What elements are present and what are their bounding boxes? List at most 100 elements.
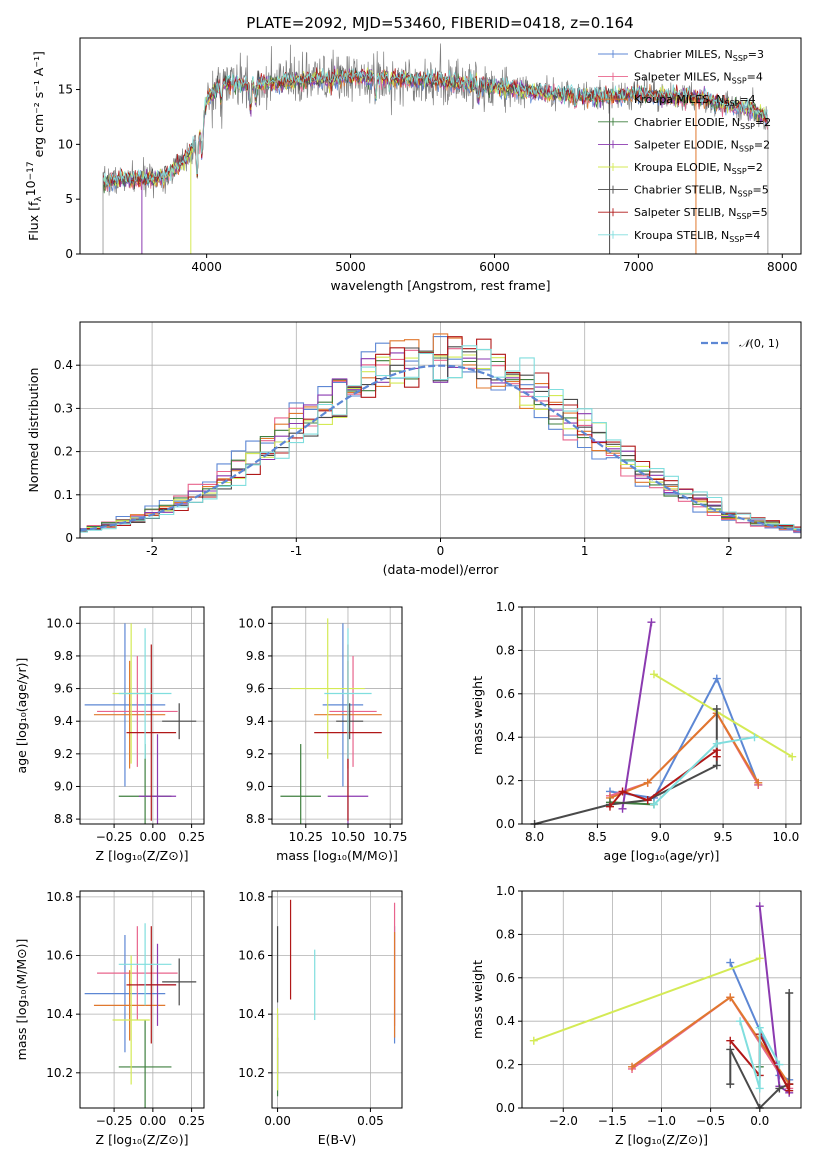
- x-tick-label: 8.5: [588, 830, 607, 844]
- axes-residuals: -2 -1 0 1 2 0 0.1 0.2 0.3 0.4: [54, 322, 801, 558]
- weight-line: [739, 1020, 781, 1089]
- spectrum-legend: Chabrier MILES, NSSP=3 Salpeter MILES, NS…: [598, 48, 771, 244]
- weight-marker: [750, 733, 759, 742]
- axes-spectrum: 4000 5000 6000 7000 8000 0 5 10 15: [58, 83, 798, 274]
- y-tick-label: 0: [65, 531, 73, 545]
- weight-line: [609, 711, 760, 799]
- x-tick-label: −1.5: [598, 1114, 627, 1128]
- x-tick-label: −0.25: [96, 830, 133, 844]
- y-tick-label: 15: [58, 83, 73, 97]
- weight-marker: [755, 902, 764, 911]
- x-tick-label: 10.0: [773, 830, 800, 844]
- y-tick-label: 10.6: [46, 949, 73, 963]
- y-tick-label: 1.0: [496, 884, 515, 898]
- x-tick-label: 4000: [191, 260, 222, 274]
- y-tick-label: 9.4: [54, 714, 73, 728]
- weight-marker: [618, 804, 627, 813]
- y-axis-label-weight-vs-Z: mass weight: [470, 960, 485, 1039]
- histogram-legend: 𝒩(0, 1): [701, 337, 779, 350]
- weight-marker: [643, 778, 652, 787]
- y-tick-label: 1.0: [496, 600, 515, 614]
- frame-mass-vs-EBV: [271, 890, 403, 1109]
- x-axis-label-weight-vs-age: age [log₁₀(age/yr)]: [604, 848, 720, 863]
- y-tick-label: 0.8: [496, 927, 515, 941]
- weight-line: [621, 622, 653, 809]
- x-tick-label: 10.25: [289, 830, 323, 844]
- x-tick-label: -2: [146, 544, 158, 558]
- weight-marker: [726, 958, 735, 967]
- axes-age-vs-mass: 10.25 10.50 10.75 8.8 9.0 9.2 9.4 9.6 9.8 10.0: [238, 607, 407, 844]
- axes-mass-vs-EBV: 0.00 0.05 10.2 10.4 10.6 10.8: [238, 890, 402, 1128]
- y-tick-label: 0.2: [496, 1058, 515, 1072]
- weight-marker: [736, 1017, 745, 1026]
- weight-marker: [726, 993, 735, 1002]
- model-spectrum: [102, 67, 768, 187]
- x-tick-label: 7000: [623, 260, 654, 274]
- x-tick-label: 0.00: [139, 830, 166, 844]
- frame-weight-vs-age: [521, 606, 802, 825]
- legend-label: Kroupa STELIB, NSSP=4: [634, 229, 760, 244]
- x-tick-label: 1: [581, 544, 589, 558]
- x-axis-label-mass-vs-Z: Z [log₁₀(Z/Z⊙)]: [96, 1132, 189, 1147]
- axes-age-vs-Z: −0.25 0.00 0.25 8.8 9.0 9.2 9.4 9.6 9.8 10.0: [46, 607, 205, 844]
- x-tick-label: 0.05: [357, 1114, 384, 1128]
- y-tick-label: 9.2: [246, 747, 265, 761]
- y-axis-label-spectrum: Flux [fλ10−17 erg cm⁻² s⁻¹ A⁻¹]: [23, 51, 46, 241]
- figure-title: PLATE=2092, MJD=53460, FIBERID=0418, z=0…: [246, 14, 633, 32]
- legend-label: 𝒩(0, 1): [739, 337, 779, 350]
- y-tick-label: 0.0: [496, 1101, 515, 1115]
- weight-marker: [755, 1023, 764, 1032]
- weight-plot-weight-vs-Z: [529, 902, 794, 1112]
- legend-label: Salpeter MILES, NSSP=4: [634, 71, 763, 86]
- y-tick-label: 10.2: [46, 1066, 73, 1080]
- y-tick-label: 0.2: [54, 445, 73, 459]
- y-tick-label: 8.8: [246, 812, 265, 826]
- y-tick-label: 10.6: [238, 949, 265, 963]
- y-tick-label: 10.8: [238, 890, 265, 904]
- x-axis-label-residuals: (data-model)/error: [383, 562, 500, 577]
- y-tick-label: 0.4: [54, 358, 73, 372]
- normal-reference-curve: [80, 364, 801, 532]
- y-tick-label: 9.8: [54, 649, 73, 663]
- y-tick-label: 0.4: [496, 1014, 515, 1028]
- x-tick-label: 0.00: [264, 1114, 291, 1128]
- x-tick-label: 0.0: [750, 1114, 769, 1128]
- weight-marker: [712, 752, 721, 761]
- x-tick-label: 0.00: [139, 1114, 166, 1128]
- x-axis-label-mass-vs-EBV: E(B-V): [318, 1132, 357, 1147]
- weight-marker: [649, 670, 658, 679]
- x-tick-label: -1: [290, 544, 302, 558]
- x-tick-label: 8000: [767, 260, 798, 274]
- weight-marker: [785, 988, 794, 997]
- weight-marker: [755, 1084, 764, 1093]
- legend-label: Chabrier ELODIE, NSSP=2: [634, 116, 771, 131]
- x-axis-label-weight-vs-Z: Z [log₁₀(Z/Z⊙)]: [615, 1132, 708, 1147]
- weight-marker: [712, 761, 721, 770]
- x-tick-label: −0.5: [696, 1114, 725, 1128]
- y-tick-label: 10.0: [238, 616, 265, 630]
- y-tick-label: 8.8: [54, 812, 73, 826]
- y-tick-label: 9.2: [54, 747, 73, 761]
- x-tick-label: 2: [725, 544, 733, 558]
- weight-marker: [775, 1084, 784, 1093]
- y-tick-label: 10.8: [46, 890, 73, 904]
- y-tick-label: 0.4: [496, 730, 515, 744]
- x-tick-label: 9.5: [714, 830, 733, 844]
- errorbar-plot-mass-vs-Z: [84, 923, 197, 1108]
- y-tick-label: 9.0: [246, 779, 265, 793]
- x-tick-label: 10.50: [331, 830, 365, 844]
- frame-mass-vs-Z: [79, 890, 205, 1109]
- y-axis-label-weight-vs-age: mass weight: [470, 676, 485, 755]
- weight-plot-weight-vs-age: [530, 618, 797, 828]
- x-tick-label: 10.75: [373, 830, 407, 844]
- y-axis-label-residuals: Normed distribution: [26, 368, 41, 493]
- weight-marker: [726, 1045, 735, 1054]
- y-tick-label: 0: [65, 247, 73, 261]
- axes-mass-vs-Z: −0.25 0.00 0.25 10.2 10.4 10.6 10.8: [46, 890, 205, 1128]
- legend-label: Chabrier MILES, NSSP=3: [634, 48, 764, 63]
- weight-line: [534, 709, 718, 825]
- residual-histogram: [80, 348, 801, 533]
- y-axis-label-age-vs-Z: age [log₁₀(age/yr)]: [14, 658, 29, 774]
- frame-weight-vs-Z: [521, 890, 802, 1109]
